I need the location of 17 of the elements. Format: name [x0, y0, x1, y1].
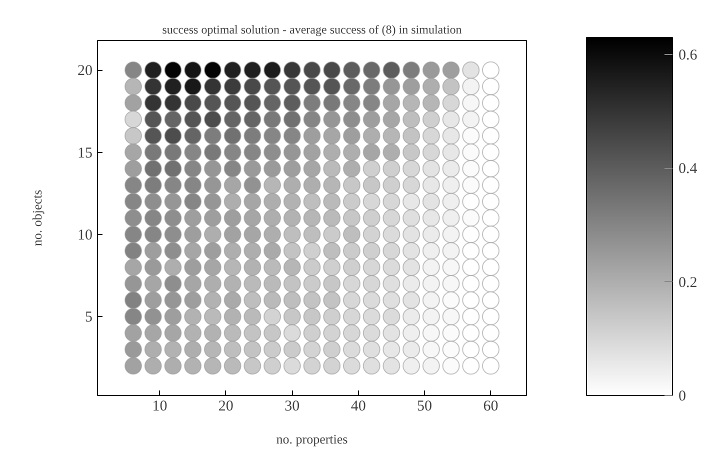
x-tick-label: 20 [218, 398, 234, 414]
y-axis-title: no. objects [30, 190, 44, 246]
y-tick-label: 15 [78, 145, 92, 162]
chart-title: success optimal solution - average success of (8) in simulation [162, 22, 462, 36]
x-tick-label: 50 [417, 398, 432, 414]
color-bar-label: 0.2 [678, 274, 698, 291]
color-bar-label: 0 [678, 388, 686, 404]
x-tick-label: 10 [152, 398, 168, 414]
color-bar-label: 0.4 [678, 161, 698, 178]
y-tick-label: 10 [78, 227, 92, 244]
x-tick-label: 30 [284, 398, 300, 414]
y-tick-label: 5 [85, 310, 92, 326]
x-axis-title: no. properties [276, 432, 348, 446]
x-tick-label: 40 [350, 398, 366, 414]
y-tick-label: 20 [78, 63, 92, 80]
x-tick-label: 60 [483, 398, 498, 414]
color-bar-label: 0.6 [678, 48, 698, 64]
